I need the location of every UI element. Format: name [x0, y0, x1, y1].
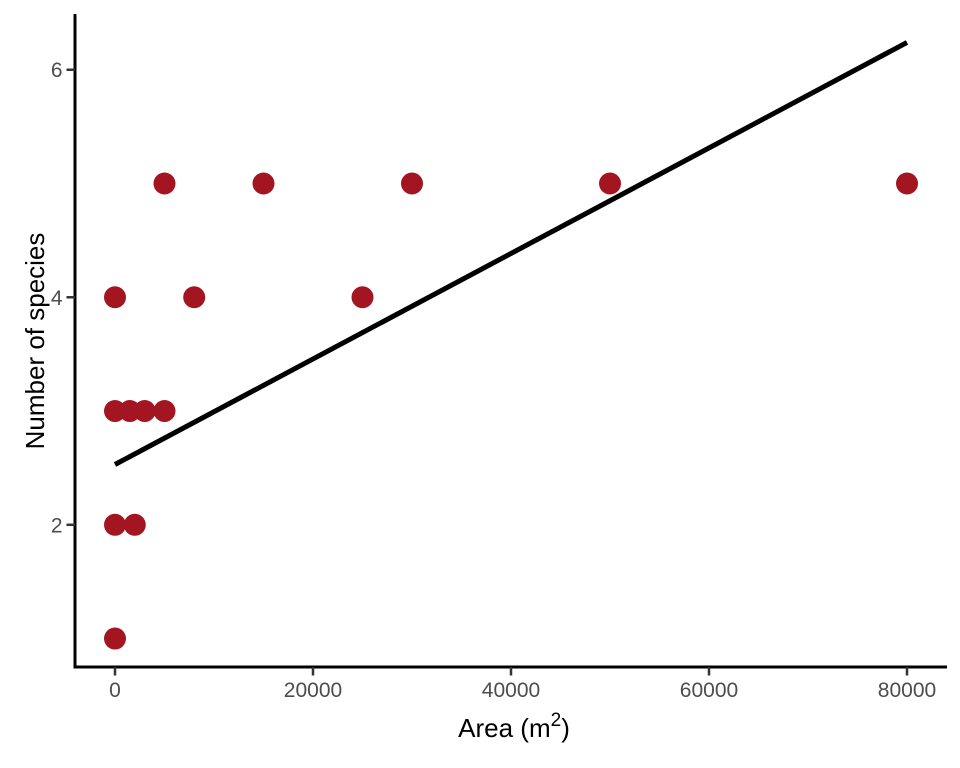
data-point [400, 172, 423, 195]
data-point [599, 172, 622, 195]
data-point [351, 286, 374, 309]
x-tick-label: 40000 [482, 679, 540, 702]
data-point [183, 286, 206, 309]
data-point [103, 513, 126, 536]
axes-layer: 2 4 6 0 20000 40000 60000 80000 [51, 14, 947, 702]
axis-lines [73, 14, 947, 669]
y-tick-label: 6 [51, 59, 63, 82]
y-tick-label: 4 [51, 287, 63, 310]
x-axis-title-main: Area (m [458, 713, 550, 743]
data-point [153, 172, 176, 195]
x-axis-title-close: ) [561, 713, 570, 743]
y-axis-title: Number of species [20, 233, 50, 450]
x-axis-title: Area (m2) [458, 710, 570, 743]
data-point [133, 400, 156, 423]
data-point [103, 286, 126, 309]
data-point [896, 172, 919, 195]
data-point [123, 513, 146, 536]
x-tick-label: 20000 [284, 679, 342, 702]
trend-line [113, 40, 909, 467]
x-tick-label: 60000 [680, 679, 738, 702]
x-tick-label: 80000 [878, 679, 936, 702]
y-tick-label: 2 [51, 514, 63, 537]
x-tick-label: 0 [109, 679, 121, 702]
data-point [153, 400, 176, 423]
trend-layer [113, 40, 909, 467]
x-axis-title-superscript: 2 [551, 710, 562, 731]
data-point [103, 627, 126, 650]
data-point [252, 172, 275, 195]
points-layer [103, 172, 919, 650]
